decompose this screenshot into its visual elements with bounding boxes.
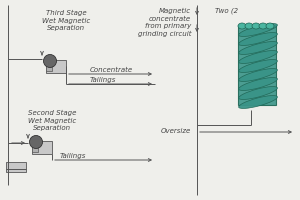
Ellipse shape	[239, 96, 277, 108]
Ellipse shape	[239, 24, 277, 36]
Ellipse shape	[239, 69, 277, 81]
Ellipse shape	[266, 23, 274, 29]
Ellipse shape	[245, 23, 253, 29]
Ellipse shape	[239, 42, 277, 54]
Ellipse shape	[239, 51, 277, 63]
Text: Tailings: Tailings	[90, 77, 116, 83]
Bar	[6, 162, 26, 172]
Ellipse shape	[239, 60, 277, 72]
Ellipse shape	[259, 23, 267, 29]
Ellipse shape	[239, 33, 277, 45]
Text: Two (2: Two (2	[215, 8, 238, 15]
Bar	[238, 25, 276, 105]
Bar	[32, 143, 38, 152]
Circle shape	[44, 54, 56, 68]
Text: Second Stage
Wet Magnetic
Separation: Second Stage Wet Magnetic Separation	[28, 110, 76, 131]
Circle shape	[29, 136, 43, 148]
Bar	[46, 60, 66, 73]
Ellipse shape	[238, 23, 246, 29]
Text: Concentrate: Concentrate	[90, 67, 133, 73]
Ellipse shape	[239, 78, 277, 90]
Text: Tailings: Tailings	[60, 153, 86, 159]
Text: Magnetic
concentrate
from primary
grinding circuit: Magnetic concentrate from primary grindi…	[137, 8, 191, 37]
Text: Third Stage
Wet Magnetic
Separation: Third Stage Wet Magnetic Separation	[42, 10, 90, 31]
Bar	[46, 62, 52, 71]
Ellipse shape	[252, 23, 260, 29]
Ellipse shape	[239, 87, 277, 99]
Text: Oversize: Oversize	[161, 128, 191, 134]
Bar	[32, 141, 52, 154]
